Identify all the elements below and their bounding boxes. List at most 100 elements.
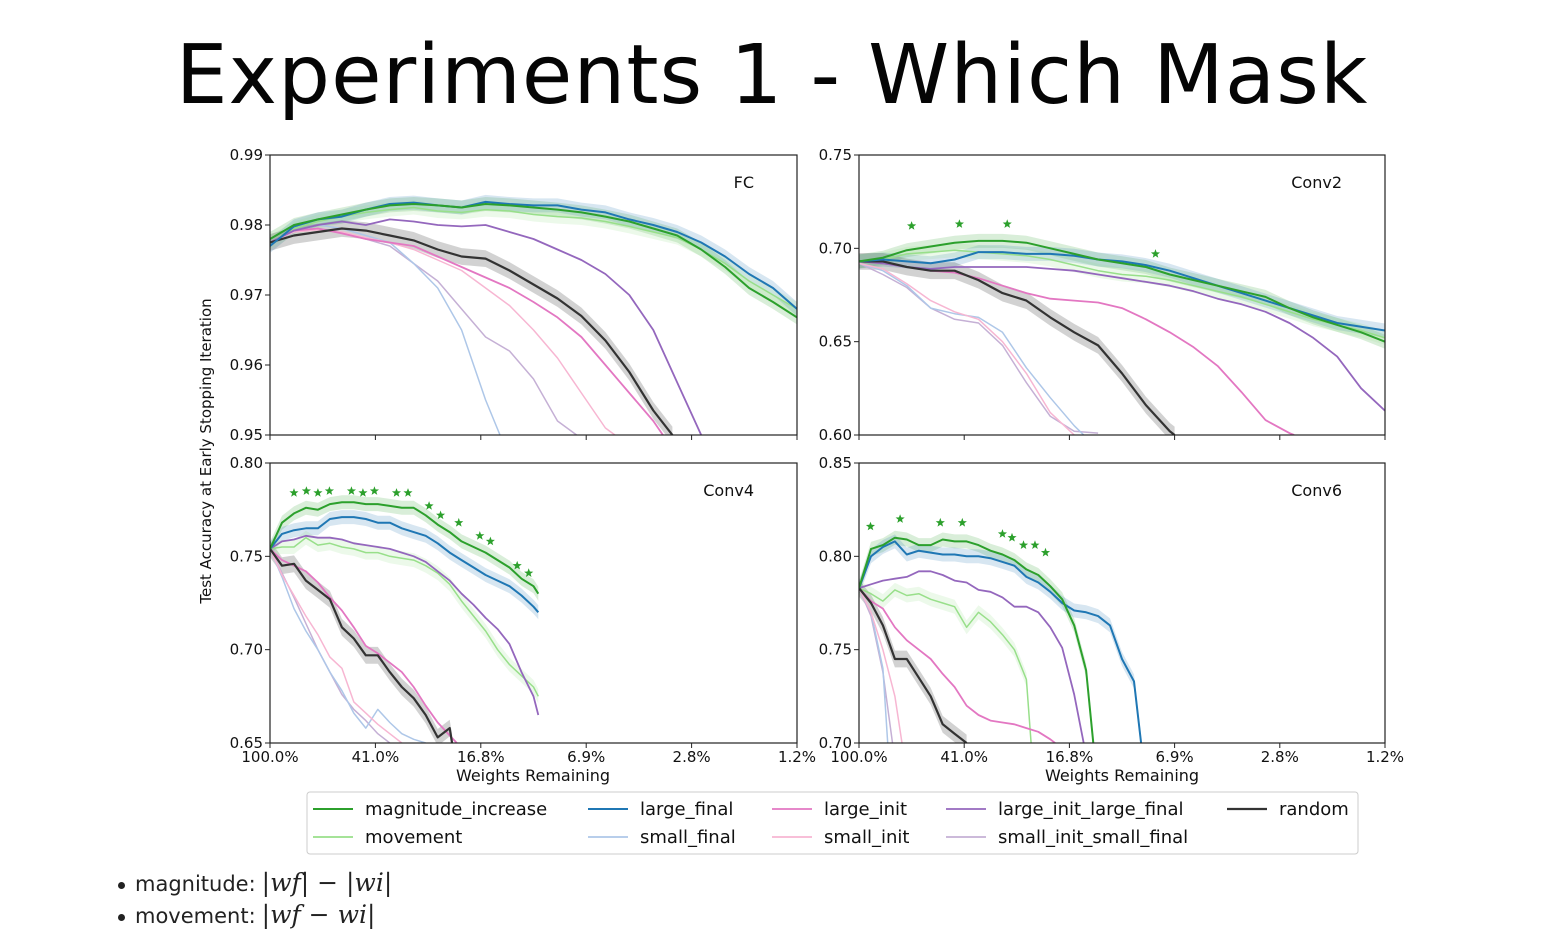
x-tick-label: 100.0%	[241, 748, 298, 766]
significance-star-icon	[1018, 540, 1029, 549]
significance-star-icon	[954, 219, 964, 228]
panel-name: Conv2	[1291, 173, 1342, 192]
significance-star-icon	[935, 517, 945, 527]
significance-star-icon	[391, 488, 401, 497]
series-line-small_init	[859, 262, 1075, 435]
significance-star-icon	[346, 486, 356, 495]
x-tick-label: 2.8%	[1261, 748, 1299, 766]
significance-star-icon	[895, 514, 905, 523]
significance-star-icon	[475, 531, 485, 540]
significance-star-icon	[907, 221, 917, 230]
band-magnitude_increase	[270, 495, 539, 601]
band-movement	[270, 530, 539, 704]
bullet-dot	[118, 881, 125, 889]
y-tick-label: 0.70	[230, 641, 263, 659]
series-line-large_init_large_final	[859, 570, 1085, 743]
panel-frame	[858, 154, 1386, 436]
series-line-magnitude_increase	[270, 203, 797, 319]
y-tick-label: 0.80	[819, 547, 852, 565]
significance-star-icon	[1007, 532, 1017, 542]
series-line-small_final	[859, 262, 1085, 435]
significance-star-icon	[865, 521, 875, 531]
significance-star-icon	[524, 568, 534, 577]
legend-label-random: random	[1279, 799, 1349, 820]
series-line-small_init	[859, 587, 903, 743]
series-line-large_final	[859, 540, 1143, 743]
y-tick-label: 0.60	[819, 426, 852, 444]
x-tick-label: 100.0%	[830, 748, 887, 766]
significance-star-icon	[1150, 249, 1160, 258]
legend-label-small_init: small_init	[824, 827, 909, 848]
legend-label-small_init_small_final: small_init_small_final	[998, 827, 1188, 848]
slide-title: Experiments 1 - Which Mask	[175, 28, 1369, 123]
series-line-large_init	[859, 587, 1056, 743]
series-line-random	[270, 548, 454, 743]
series-line-small_final	[270, 548, 426, 743]
y-tick-label: 0.75	[819, 146, 852, 164]
band-large_final	[859, 534, 1142, 743]
panel-conv6	[854, 462, 1386, 748]
series-line-magnitude_increase	[270, 501, 540, 595]
significance-star-icon	[997, 529, 1007, 538]
x-tick-label: 41.0%	[352, 748, 400, 766]
significance-star-icon	[358, 488, 368, 497]
panel-frame	[858, 462, 1386, 744]
bullet-list: magnitude: |wf| − |wi| movement: |wf − wi|	[118, 868, 392, 932]
y-tick-label: 0.95	[230, 426, 263, 444]
series-line-movement	[270, 536, 539, 697]
band-movement	[859, 581, 1032, 743]
band-random	[859, 579, 967, 743]
panel-fc	[265, 154, 798, 440]
significance-star-icon	[313, 488, 323, 497]
series-line-random	[859, 587, 968, 743]
legend-label-large_init_large_final: large_init_large_final	[998, 799, 1183, 820]
x-tick-label: 16.8%	[1046, 748, 1094, 766]
band-random	[270, 220, 673, 435]
band-large_final	[270, 194, 797, 316]
legend-label-magnitude_increase: magnitude_increase	[365, 799, 547, 820]
x-axis-label: Weights Remaining	[456, 766, 610, 785]
significance-star-icon	[1030, 540, 1040, 549]
x-tick-label: 16.8%	[457, 748, 505, 766]
series-line-small_init	[270, 229, 616, 435]
y-tick-label: 0.98	[230, 216, 263, 234]
band-movement	[270, 200, 797, 316]
panel-frame	[269, 154, 798, 436]
plot-area	[270, 194, 797, 435]
legend-label-movement: movement	[365, 827, 462, 848]
y-tick-label: 0.75	[819, 641, 852, 659]
panel-name: Conv6	[1291, 481, 1342, 500]
series-line-large_init_large_final	[859, 260, 1385, 412]
significance-star-icon	[957, 517, 967, 527]
x-axis-label: Weights Remaining	[1045, 766, 1199, 785]
y-tick-label: 0.80	[230, 454, 263, 472]
series-line-magnitude_increase	[859, 536, 1095, 743]
series-line-random	[859, 260, 1176, 435]
significance-star-icon	[424, 501, 434, 510]
series-line-large_final	[270, 516, 540, 613]
significance-star-icon	[301, 486, 311, 495]
movement-formula: |wf − wi|	[261, 900, 376, 929]
panel-conv4	[265, 462, 798, 748]
plot-area	[270, 495, 540, 743]
x-tick-label: 1.2%	[778, 748, 816, 766]
y-tick-label: 0.65	[230, 734, 263, 752]
significance-star-icon	[369, 486, 379, 495]
legend-label-large_init: large_init	[824, 799, 907, 820]
bullet-magnitude: magnitude: |wf| − |wi|	[118, 868, 392, 900]
band-large_final	[270, 510, 539, 620]
band-magnitude_increase	[859, 530, 1094, 743]
y-axis-label: Test Accuracy at Early Stopping Iteratio…	[197, 298, 215, 604]
y-tick-label: 0.99	[230, 146, 263, 164]
bullet-dot	[118, 913, 125, 921]
y-tick-label: 0.85	[819, 454, 852, 472]
series-line-large_init_large_final	[270, 534, 540, 716]
series-line-small_init_small_final	[270, 548, 391, 743]
series-line-small_init_small_final	[859, 587, 894, 743]
panel-conv2	[854, 154, 1386, 440]
significance-star-icon	[403, 488, 413, 497]
series-line-large_init	[270, 227, 664, 435]
series-line-small_init_small_final	[859, 262, 1099, 434]
series-line-small_init	[270, 548, 403, 743]
